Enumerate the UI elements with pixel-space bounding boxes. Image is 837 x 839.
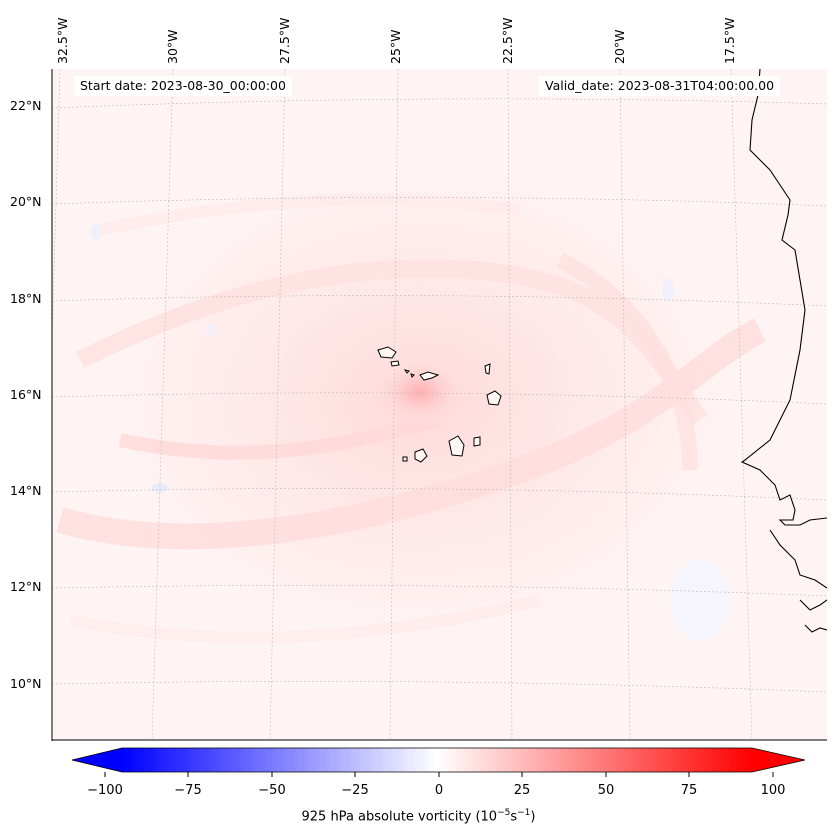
start-date-label: Start date: 2023-08-30_00:00:00 bbox=[74, 76, 292, 96]
lon-label-22-5w: 22.5°W bbox=[500, 17, 515, 64]
lon-label-17-5w: 17.5°W bbox=[722, 17, 737, 64]
colorbar-tick-label: 0 bbox=[434, 783, 444, 798]
lon-label-30w: 30°W bbox=[165, 29, 180, 64]
lat-label-10n: 10°N bbox=[10, 676, 42, 691]
colorbar bbox=[71, 747, 806, 777]
colorbar-tick-label: −75 bbox=[174, 783, 202, 798]
lat-label-22n: 22°N bbox=[10, 98, 42, 113]
coastline bbox=[740, 69, 827, 633]
colorbar-tick-label: −25 bbox=[341, 783, 369, 798]
lat-label-20n: 20°N bbox=[10, 194, 42, 209]
lat-label-14n: 14°N bbox=[10, 483, 42, 498]
valid-date-label: Valid_date: 2023-08-31T04:00:00.00 bbox=[539, 76, 781, 96]
colorbar-extend-low bbox=[72, 748, 122, 772]
colorbar-tick-label: −100 bbox=[87, 783, 123, 798]
colorbar-bar bbox=[122, 748, 752, 772]
lon-label-20w: 20°W bbox=[612, 29, 627, 64]
lat-label-18n: 18°N bbox=[10, 291, 42, 306]
islands bbox=[377, 346, 502, 463]
graticule bbox=[52, 69, 827, 740]
colorbar-title: 925 hPa absolute vorticity (10−5s−1) bbox=[301, 808, 536, 825]
lon-label-25w: 25°W bbox=[388, 29, 403, 64]
colorbar-tick-label: 75 bbox=[680, 783, 698, 798]
lon-label-27-5w: 27.5°W bbox=[277, 17, 292, 64]
vorticity-field bbox=[52, 69, 827, 740]
colorbar-tick-label: 50 bbox=[597, 783, 615, 798]
colorbar-tick-label: 100 bbox=[760, 783, 786, 798]
colorbar-tick-label: 25 bbox=[513, 783, 531, 798]
colorbar-extend-high bbox=[752, 748, 805, 772]
lon-label-32-5w: 32.5°W bbox=[55, 17, 70, 64]
colorbar-tick-label: −50 bbox=[258, 783, 286, 798]
lat-label-12n: 12°N bbox=[10, 579, 42, 594]
lat-label-16n: 16°N bbox=[10, 387, 42, 402]
